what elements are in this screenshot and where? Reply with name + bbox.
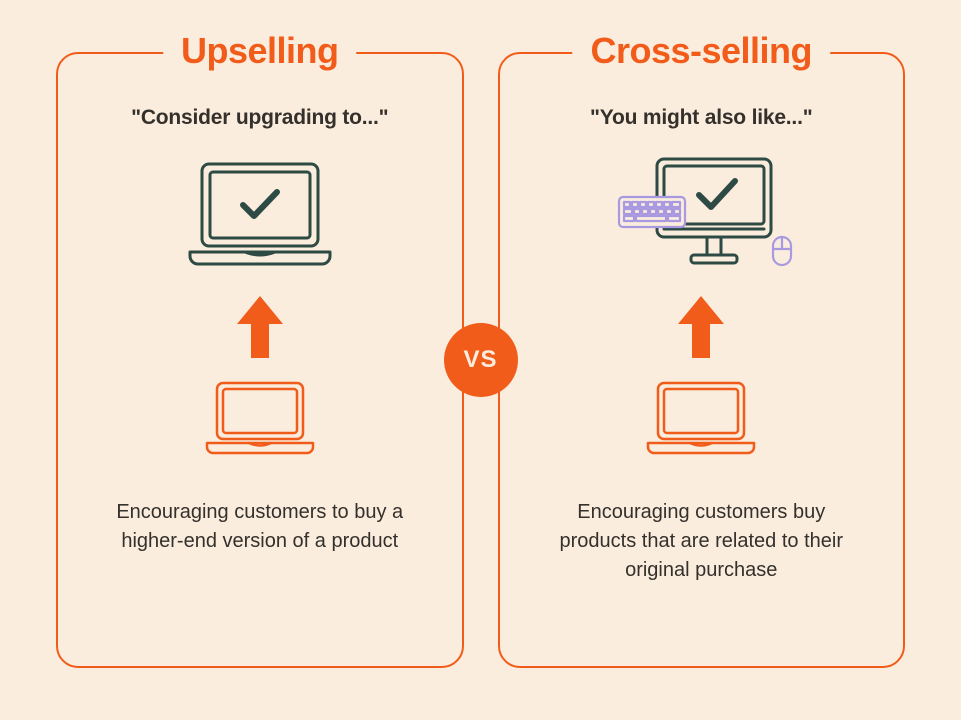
arrow-up-icon	[678, 296, 724, 358]
upselling-description: Encouraging customers to buy a higher-en…	[100, 498, 420, 556]
upselling-panel: Upselling "Consider upgrading to..."	[56, 52, 464, 668]
upselling-tagline: "Consider upgrading to..."	[131, 106, 388, 130]
laptop-large-check-icon	[180, 158, 340, 274]
cross-selling-description: Encouraging customers buy products that …	[541, 498, 861, 585]
arrow-up-icon	[237, 296, 283, 358]
cross-selling-arrow	[678, 294, 724, 360]
desktop-bundle-icon	[601, 153, 801, 279]
infographic-canvas: Upselling "Consider upgrading to..."	[0, 0, 961, 720]
cross-selling-base-illustration	[642, 376, 760, 464]
upselling-base-illustration	[201, 376, 319, 464]
laptop-small-icon	[201, 379, 319, 461]
laptop-small-icon	[642, 379, 760, 461]
cross-selling-bundle-illustration	[601, 156, 801, 276]
upselling-title: Upselling	[163, 30, 357, 72]
upselling-arrow	[237, 294, 283, 360]
cross-selling-panel: Cross-selling "You might also like..."	[498, 52, 906, 668]
upselling-upgrade-illustration	[180, 156, 340, 276]
vs-badge: VS	[444, 323, 518, 397]
cross-selling-title: Cross-selling	[572, 30, 830, 72]
cross-selling-tagline: "You might also like..."	[590, 106, 812, 130]
